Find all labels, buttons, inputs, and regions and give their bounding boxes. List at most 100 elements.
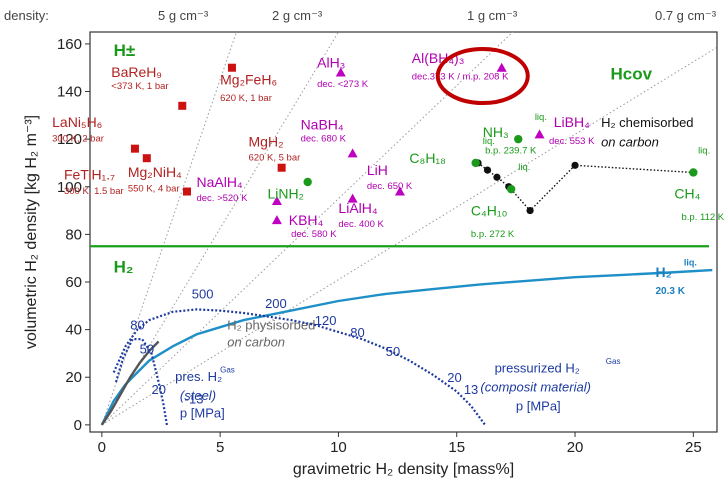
- density-label-2: 1 g cm⁻³: [467, 8, 518, 23]
- data-point-6: [335, 67, 346, 77]
- composite-pressure-sup: Gas: [606, 357, 621, 366]
- y-axis-label: volumetric H₂ density [kg H₂ m⁻³]: [23, 115, 40, 349]
- data-label-3: Mg₂FeH₆: [220, 71, 277, 87]
- chemisorbed-label: H₂ chemisorbed: [601, 115, 693, 130]
- plot-frame: [89, 31, 718, 433]
- data-note-12: dec. 400 K: [338, 219, 384, 230]
- density-line-3: [101, 46, 717, 426]
- data-label-8: NaBH₄: [301, 117, 344, 133]
- data-point-11: [271, 215, 282, 225]
- steel-material-label: (steel): [180, 388, 216, 403]
- data-point-18: [689, 168, 698, 177]
- steel-pressure-tick-3: -13: [185, 391, 204, 406]
- data-point-17: [506, 184, 516, 194]
- data-note-3: 620 K, 1 bar: [220, 93, 272, 104]
- data-point-14: [303, 177, 312, 187]
- liq-tag-1: liq.: [535, 112, 547, 123]
- data-note-13: dec. 553 K: [549, 136, 595, 147]
- composite-pressure-tick-2: 120: [315, 313, 337, 328]
- data-note-11: dec. 580 K: [291, 229, 337, 240]
- x-tick-label-0: 0: [98, 439, 106, 456]
- chemisorbed-point-1: [483, 166, 492, 174]
- chemisorbed-point-4: [526, 206, 534, 215]
- data-note-1: 300 K, 2 bar: [52, 134, 104, 145]
- data-note-5: 620 K, 5 bar: [249, 153, 301, 164]
- steel-pressure-tick-1: 50: [140, 341, 154, 356]
- y-tick-label-80: 80: [65, 226, 82, 243]
- composite-pressure-tick-4: 50: [386, 344, 400, 359]
- density-label-0: 5 g cm⁻³: [158, 8, 209, 23]
- data-note-4: 550 K, 4 bar: [128, 184, 180, 195]
- y-tick-label-60: 60: [65, 274, 82, 291]
- composite-pressure-tick-5: 20: [447, 370, 461, 385]
- y-tick-label-140: 140: [57, 84, 82, 101]
- density-title: density:: [4, 8, 49, 23]
- data-point-9: [394, 186, 405, 196]
- data-point-12: [347, 193, 358, 203]
- density-label-3: 0.7 g cm⁻³: [655, 8, 717, 23]
- data-note-10: dec. >520 K: [196, 193, 248, 204]
- data-note-17: b.p. 272 K: [471, 229, 515, 240]
- data-point-10: [271, 196, 282, 206]
- x-axis-label: gravimetric H₂ density [mass%]: [293, 461, 514, 478]
- composite-pressure-label: pressurized H₂: [495, 360, 580, 375]
- x-tick-label-20: 20: [567, 439, 584, 456]
- steel-pressure-tick-2: 20: [152, 382, 166, 397]
- region-label-1: Hcov: [611, 65, 653, 84]
- liquid-h2-label: H₂: [655, 264, 671, 280]
- steel-pressure-label: pres. H₂: [175, 369, 222, 384]
- chemisorbed-label2: on carbon: [601, 134, 659, 149]
- physisorbed-label2: on carbon: [227, 334, 285, 349]
- steel-pressure-tick-0: 80: [130, 318, 144, 333]
- data-point-2: [142, 154, 151, 163]
- data-label-9: LiH: [367, 162, 388, 178]
- data-point-3: [227, 63, 236, 72]
- data-point-16: [471, 158, 480, 168]
- data-note-18: b.p. 112 K: [682, 212, 725, 223]
- data-label-5: MgH₂: [249, 133, 284, 149]
- data-note-15: b.p. 239.7 K: [485, 145, 537, 156]
- composite-pressure-tick-0: 500: [192, 287, 214, 302]
- chemisorbed-point-5: [571, 161, 579, 169]
- data-note-8: dec. 680 K: [301, 134, 347, 145]
- data-note-2: 300 K, 1.5 bar: [64, 186, 124, 197]
- region-label-0: H±: [114, 41, 136, 60]
- data-point-1: [130, 144, 139, 153]
- data-label-13: LiBH₄: [554, 114, 590, 130]
- x-tick-label-5: 5: [216, 439, 224, 456]
- data-label-2: FeTiH₁.₇: [64, 167, 115, 183]
- steel-pressure-unit: p [MPa]: [180, 406, 225, 421]
- composite-material-label: (composit material): [480, 380, 591, 395]
- data-label-17: C₄H₁₀: [471, 202, 508, 218]
- steel-pressure-curve: [114, 338, 168, 426]
- composite-pressure-tick-3: 80: [350, 325, 364, 340]
- liquid-h2-sup: liq.: [684, 257, 697, 267]
- data-label-4: Mg₂NiH₄: [128, 164, 182, 180]
- data-label-1: LaNi₅H₆: [52, 114, 102, 130]
- data-point-13: [534, 129, 545, 139]
- highlight-ellipse: [435, 47, 530, 106]
- data-label-15: NH₃: [483, 124, 509, 140]
- composite-pressure-tick-1: 200: [265, 296, 287, 311]
- chemisorbed-point-2: [493, 173, 501, 181]
- y-tick-label-160: 160: [57, 36, 82, 53]
- y-tick-label-0: 0: [74, 417, 82, 434]
- composite-pressure-curve: [112, 308, 486, 426]
- liq-tag-3: liq.: [698, 145, 710, 156]
- steel-pressure-sup: Gas: [220, 365, 235, 374]
- data-note-6: dec. <273 K: [317, 79, 369, 90]
- data-point-4: [183, 187, 192, 196]
- data-label-10: NaAlH₄: [196, 174, 242, 190]
- x-tick-label-10: 10: [330, 439, 347, 456]
- data-label-18: CH₄: [674, 186, 700, 202]
- data-note-0: <373 K, 1 bar: [111, 81, 168, 92]
- x-tick-label-25: 25: [685, 439, 702, 456]
- composite-pressure-unit: p [MPa]: [516, 399, 561, 414]
- x-tick-label-15: 15: [448, 439, 465, 456]
- y-tick-label-40: 40: [65, 322, 82, 339]
- data-label-6: AlH₃: [317, 55, 345, 71]
- data-note-7: dec.373 K / m.p. 208 K: [412, 72, 509, 83]
- physisorbed-label: H₂ physisorbed: [227, 318, 315, 333]
- data-point-5: [277, 163, 286, 172]
- data-label-16: C₈H₁₈: [409, 150, 446, 166]
